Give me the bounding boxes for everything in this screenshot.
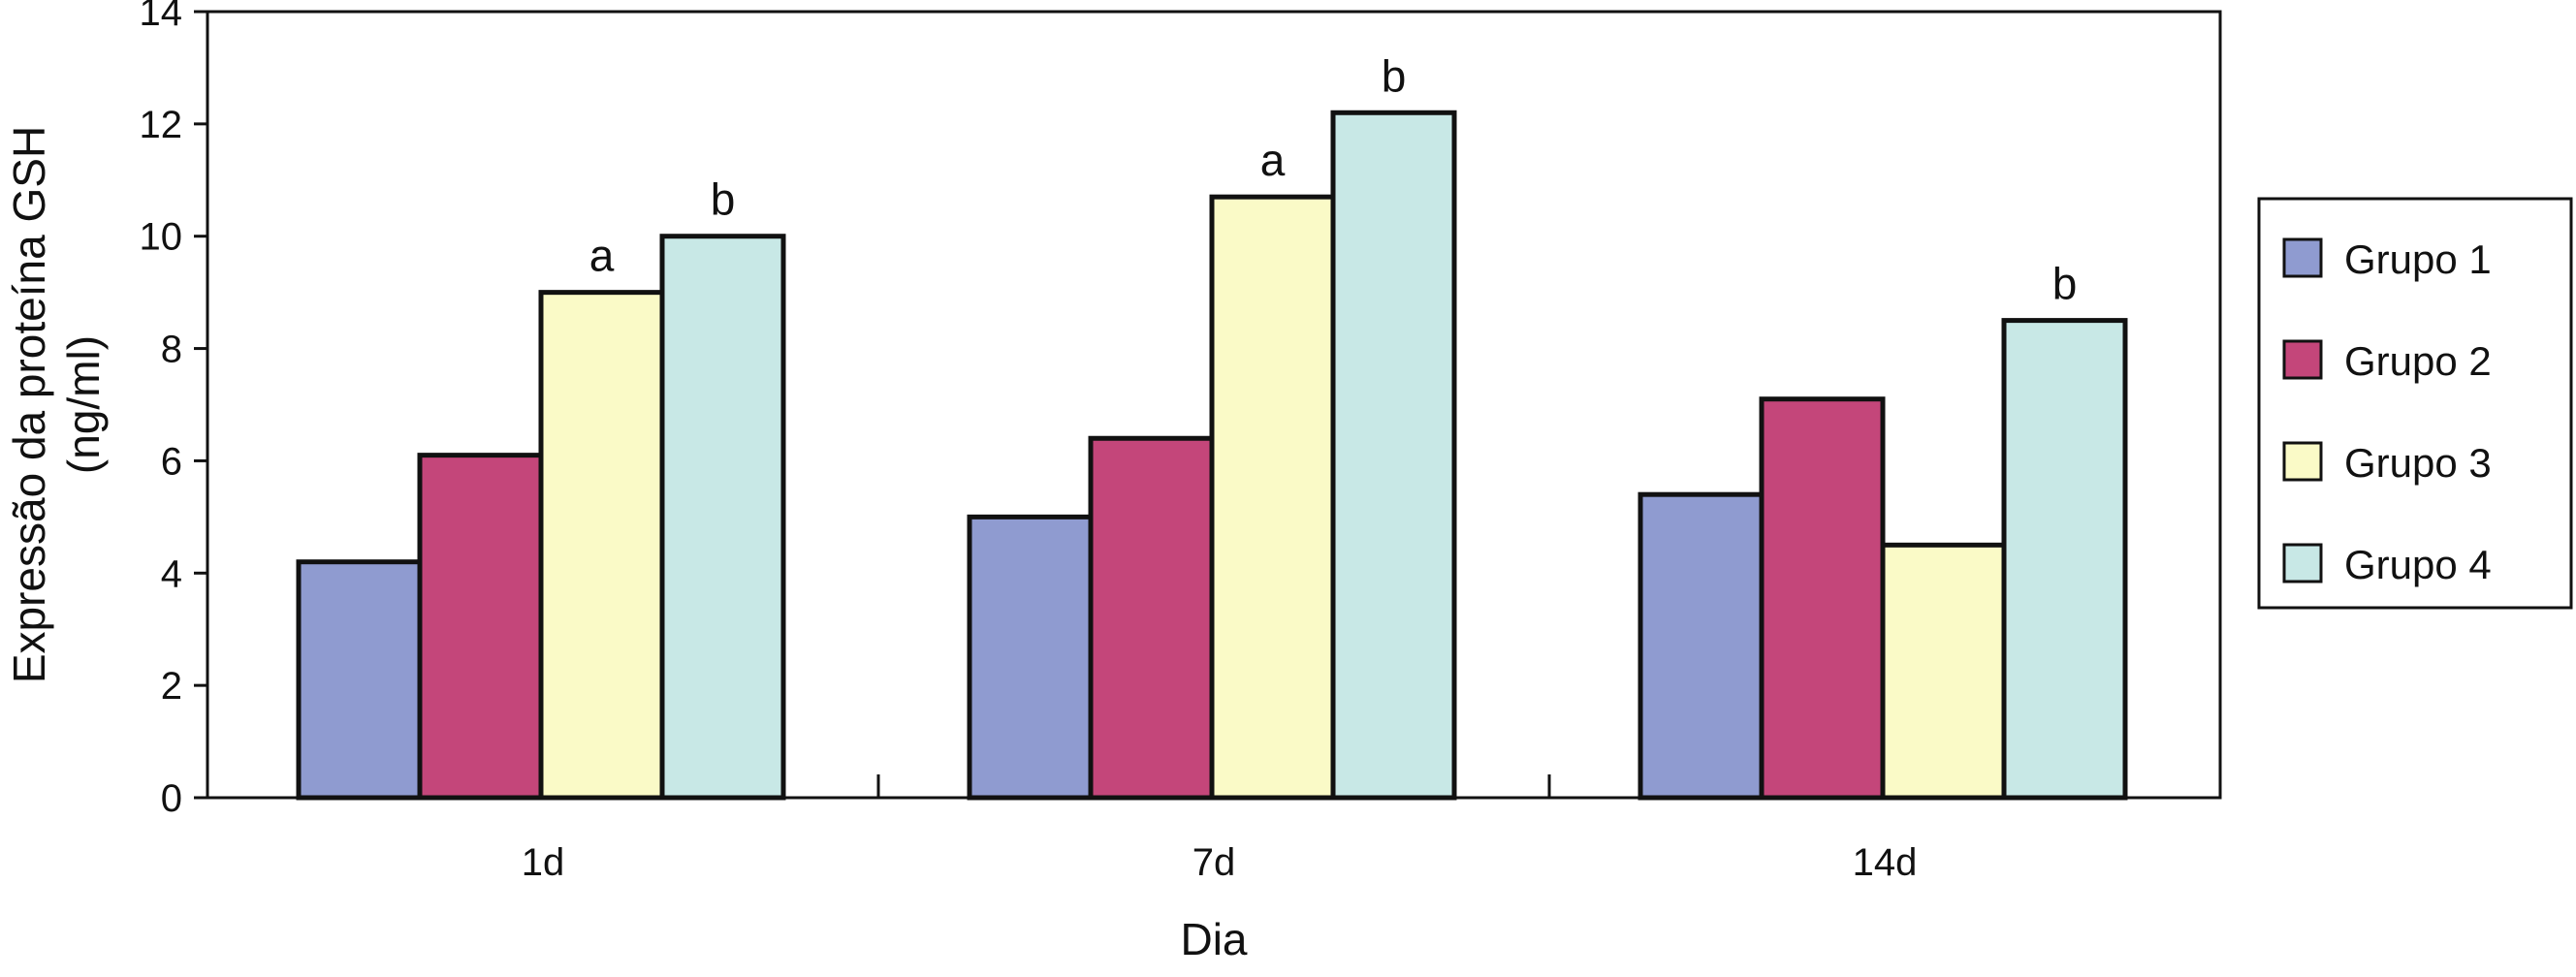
legend-label: Grupo 4 [2344,542,2492,587]
bar [659,234,786,801]
bar-annotation: a [589,231,615,281]
plot-area: a b a b b [296,50,2128,801]
bar [296,559,423,801]
y-axis-title-line: (ng/ml) [58,335,109,474]
bar [1880,542,2007,801]
bar-annotation: b [1382,50,1407,101]
y-tick-label: 0 [161,777,182,820]
y-tick-label: 2 [161,665,182,708]
bar [1330,110,1457,801]
y-tick-label: 10 [140,216,183,259]
bar [1638,491,1765,801]
legend-label: Grupo 3 [2344,440,2492,486]
legend-swatch [2282,543,2323,583]
x-tick-label: 1d [522,841,565,884]
y-tick-label: 8 [161,329,182,371]
plot-frame [206,10,2222,800]
y-tick-label: 12 [140,104,183,146]
legend-swatch [2282,237,2323,278]
y-tick-label: 4 [161,552,182,595]
y-axis-title-line: Expressão da proteína GSH [4,126,54,683]
bar [1088,435,1215,801]
bar [967,514,1094,801]
y-axis-title: Expressão da proteína GSH(ng/ml) [4,126,109,683]
legend: Grupo 1 Grupo 2 Grupo 3 Grupo 4 [2257,197,2573,610]
bar-annotation: b [711,174,736,225]
x-axis-title: Dia [1180,914,1247,964]
bar-annotation: a [1260,135,1286,185]
legend-swatch [2282,441,2323,482]
bar [1759,396,1886,801]
x-tick-label: 14d [1853,841,1918,884]
bar [1209,194,1336,801]
axes: 0 2 4 6 8 10 12 14 1d 7d 14d Dia Expressão da proteí… [4,0,2222,964]
legend-swatch [2282,339,2323,380]
bar [538,290,665,801]
bar [2001,318,2128,801]
y-tick-label: 14 [140,0,183,34]
legend-label: Grupo 1 [2344,236,2492,282]
legend-label: Grupo 2 [2344,338,2492,384]
x-tick-label: 7d [1193,841,1236,884]
bar-annotation: b [2052,259,2078,309]
y-tick-label: 6 [161,440,182,483]
bar [417,453,544,801]
